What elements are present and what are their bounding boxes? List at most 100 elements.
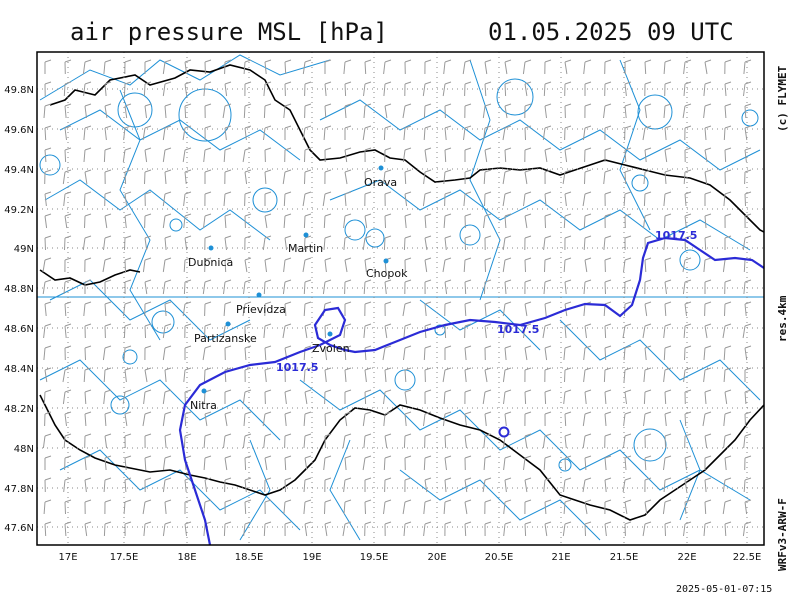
wind-barb [344, 279, 352, 295]
wind-barb [702, 411, 712, 427]
latitude-tick-label: 49.8N [4, 85, 34, 96]
wind-barb [144, 301, 152, 317]
wind-barb [743, 81, 752, 97]
wind-barb [604, 389, 612, 405]
wind-barb [624, 521, 632, 537]
wind-barb [683, 59, 692, 75]
wind-barb [124, 367, 132, 383]
wind-barb [543, 477, 552, 493]
wind-barb [722, 323, 732, 339]
wind-barb [704, 191, 712, 206]
wind-barb [142, 499, 152, 515]
wind-barb [502, 191, 512, 207]
wind-barb [184, 345, 192, 360]
wind-barb [382, 345, 392, 361]
wind-barb [204, 477, 212, 493]
wind-barb [44, 125, 52, 141]
wind-barb [162, 81, 172, 97]
wind-barb [504, 345, 512, 361]
wind-barb [162, 411, 172, 427]
wind-barb [542, 125, 552, 141]
wind-barb [103, 59, 112, 75]
wind-barb [223, 521, 232, 537]
wind-barb [363, 81, 372, 97]
wind-barb [204, 411, 212, 427]
wind-barb [363, 433, 372, 449]
wind-barb [664, 257, 672, 273]
wind-barb [663, 103, 672, 119]
wind-barb [363, 323, 372, 339]
wind-barb [223, 279, 232, 295]
wind-barb [724, 147, 732, 163]
wind-barb [302, 257, 312, 273]
wind-barb [724, 59, 732, 75]
wind-barb [364, 499, 372, 515]
wind-barb [324, 257, 332, 273]
wind-barb [44, 455, 52, 470]
model-label: WRFv3-ARW-F [776, 498, 789, 571]
wind-barb [224, 235, 232, 251]
wind-barb [124, 257, 132, 273]
wind-barb [684, 499, 692, 515]
wind-barb [383, 235, 392, 251]
wind-barb [42, 279, 52, 295]
wind-barb [244, 323, 252, 339]
wind-barb [704, 147, 712, 163]
wind-barb [43, 323, 52, 339]
wind-barb [224, 81, 232, 97]
wind-barb [44, 521, 52, 537]
wind-barb [624, 169, 632, 185]
wind-barb [64, 235, 72, 251]
wind-barb [162, 345, 172, 361]
wind-barb [744, 367, 752, 382]
wind-barb [544, 345, 552, 361]
wind-barb [704, 213, 712, 229]
wind-barb [384, 367, 392, 383]
wind-barb [744, 125, 752, 141]
wind-barb [643, 389, 652, 405]
wind-barb [584, 389, 592, 405]
wind-barb [622, 323, 632, 339]
wind-barb [264, 213, 272, 229]
wind-barb [383, 125, 392, 141]
wind-barb [624, 125, 632, 141]
wind-barb [403, 433, 412, 449]
latitude-tick-label: 48.2N [4, 404, 34, 415]
wind-barb [704, 389, 712, 405]
latitude-axis: 49.8N 49.6N 49.4N 49.2N 49N 48.8N 48.6N 48.4N 48… [4, 85, 34, 534]
wind-barb [684, 213, 692, 229]
wind-barb [244, 169, 252, 185]
wind-barb [364, 257, 372, 273]
wind-barb [263, 433, 272, 449]
wind-barb [483, 433, 492, 449]
wind-barb [643, 213, 652, 229]
wind-barb [724, 389, 732, 405]
wind-barb [323, 235, 332, 251]
wind-barb [144, 367, 152, 383]
wind-barb [464, 455, 472, 471]
wind-barb [284, 147, 292, 163]
wind-barb [104, 125, 112, 141]
wind-barb [264, 147, 272, 163]
wind-barb [583, 235, 592, 251]
wind-barb [564, 81, 572, 97]
wind-barb [744, 191, 752, 207]
wind-barb [444, 455, 452, 471]
wind-barb [683, 169, 692, 185]
wind-barb [84, 257, 92, 273]
wind-barb [624, 147, 632, 163]
wind-barb [444, 147, 452, 163]
wind-barb [544, 59, 552, 75]
wind-barb [544, 213, 552, 229]
wind-barb [444, 125, 452, 141]
wind-barb [324, 367, 332, 383]
wind-barb [463, 191, 472, 207]
wind-barb [84, 323, 92, 339]
wind-barb [563, 499, 572, 515]
wind-barb [342, 433, 352, 449]
wind-barb [364, 367, 372, 383]
wind-barb [423, 103, 432, 119]
wind-barb [684, 345, 692, 361]
wind-barb [83, 301, 92, 317]
wind-barb [84, 521, 92, 537]
